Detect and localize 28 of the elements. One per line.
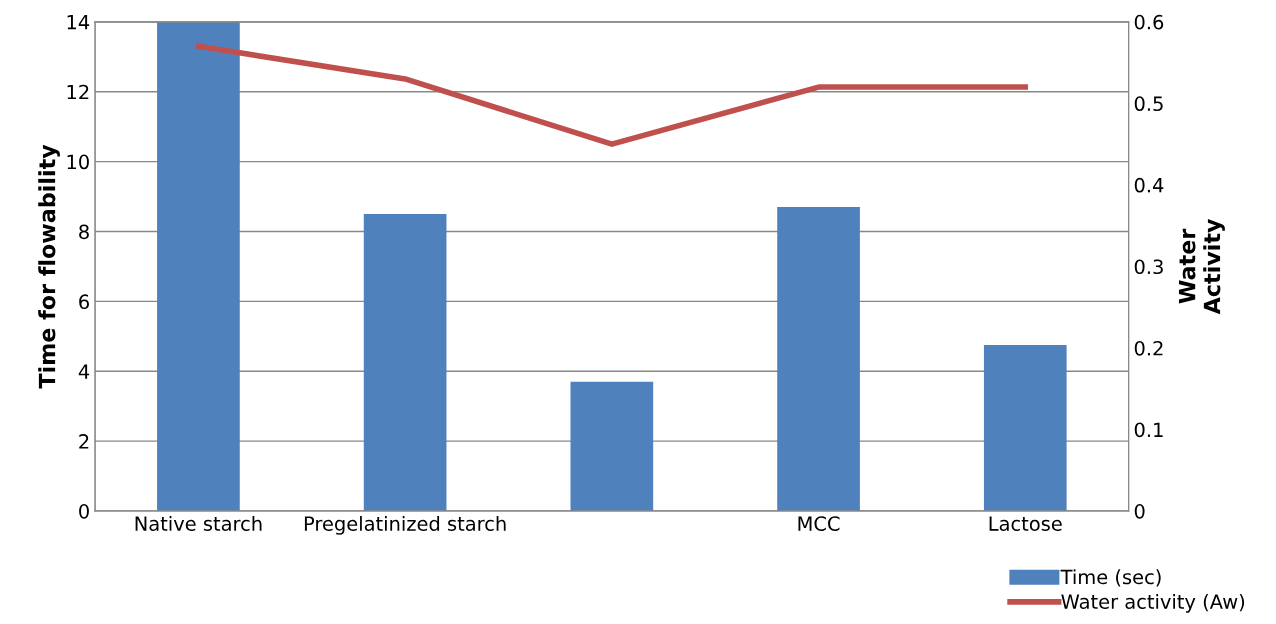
bar (777, 207, 860, 512)
y-tick-label: 10 (67, 154, 89, 170)
bar (983, 345, 1067, 512)
y-tick-label: 2 (79, 434, 89, 449)
y-tick-label: 0 (79, 504, 89, 519)
y-axis-title: Time for flowability (38, 144, 60, 389)
y2-tick-label: 0 (1134, 504, 1145, 519)
y2-tick-label: 0.5 (1134, 96, 1163, 112)
y2-tick-label: 0.3 (1134, 259, 1163, 275)
y2-tick-label: 0.4 (1134, 177, 1164, 193)
y-tick-label: 12 (67, 84, 89, 100)
bar (157, 21, 240, 512)
legend-label: Water activity (Aw) (1061, 593, 1245, 613)
bar (570, 381, 654, 512)
y-tick-label: 4 (78, 364, 90, 379)
x-tick-label: Pregelatinized starch (304, 515, 506, 535)
y2-tick-label: 0.1 (1134, 422, 1163, 438)
x-tick-label: Native starch (135, 515, 262, 531)
legend-label: Time (sec) (1060, 569, 1161, 587)
y2-tick-label: 0.6 (1134, 14, 1164, 30)
x-tick-label: MCC (798, 516, 840, 531)
y-tick-label: 14 (67, 15, 90, 30)
y2-axis-title: Water Activity (1178, 218, 1225, 315)
y-tick-label: 6 (79, 294, 89, 310)
y2-tick-label: 0.2 (1134, 340, 1163, 356)
bar (363, 214, 447, 512)
y-tick-label: 8 (79, 224, 89, 240)
x-tick-label: Lactose (989, 516, 1062, 531)
